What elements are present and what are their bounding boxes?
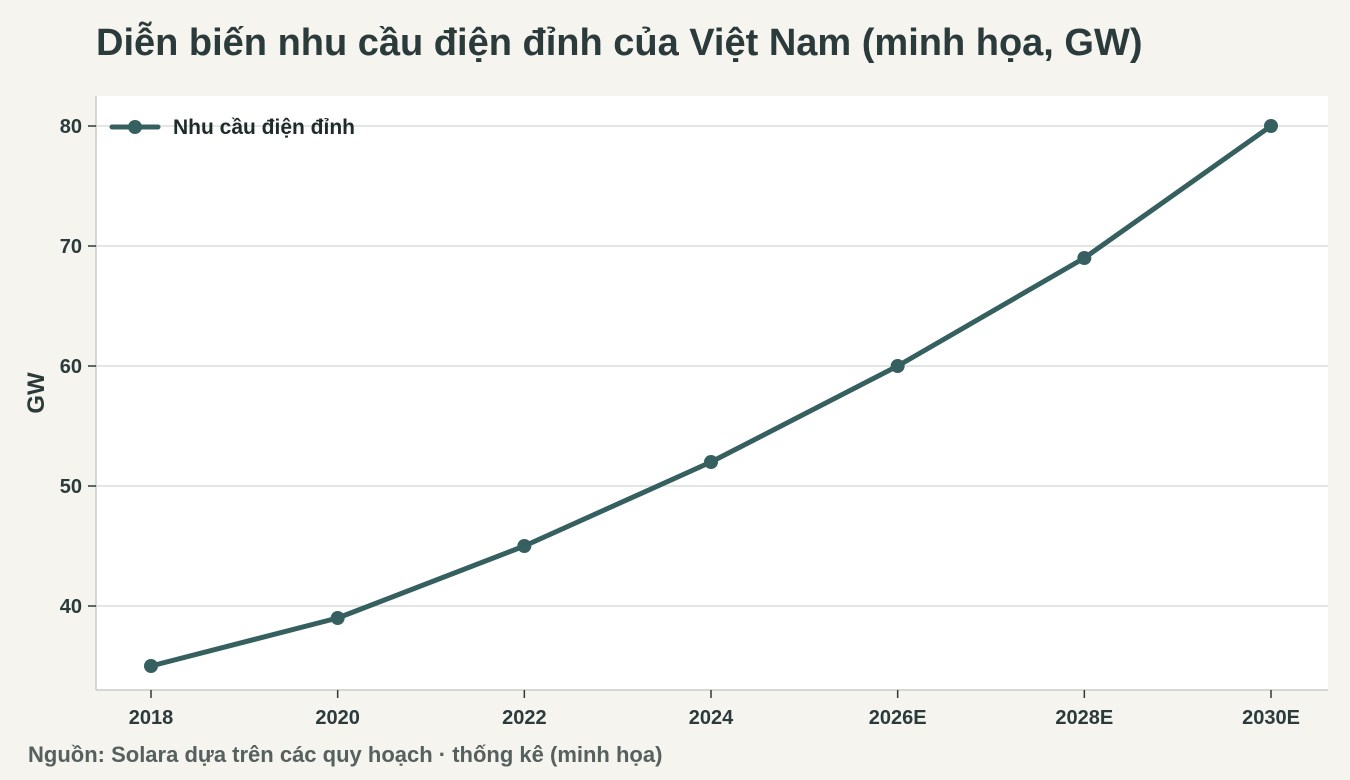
y-tick-label-70: 70 [60, 236, 82, 258]
x-ticks: 2018 2020 2022 2024 2026E 2028E 2030E [129, 690, 1300, 729]
series-group [144, 119, 1278, 673]
chart-title: Diễn biến nhu cầu điện đỉnh của Việt Nam… [96, 22, 1143, 64]
x-tick-label-2028E: 2028E [1055, 707, 1113, 729]
data-point-2018 [144, 659, 158, 673]
legend: Nhu cầu điện đỉnh [109, 116, 355, 139]
y-tick-label-40: 40 [60, 596, 82, 618]
x-tick-label-2030E: 2030E [1242, 707, 1300, 729]
x-tick-label-2024: 2024 [689, 707, 734, 729]
x-tick-label-2018: 2018 [129, 707, 174, 729]
y-ticks: 40 50 60 70 80 [60, 116, 96, 618]
plot-area [96, 96, 1328, 690]
x-tick-label-2026E: 2026E [869, 707, 927, 729]
x-tick-label-2022: 2022 [502, 707, 547, 729]
data-point-2028E [1077, 251, 1092, 265]
legend-marker [128, 120, 142, 134]
x-tick-label-2020: 2020 [315, 707, 360, 729]
y-tick-label-50: 50 [60, 476, 82, 498]
source-note: Nguồn: Solara dựa trên các quy hoạch · t… [28, 742, 663, 767]
y-tick-label-60: 60 [60, 356, 82, 378]
data-point-2020 [330, 611, 345, 625]
y-tick-label-80: 80 [60, 116, 82, 138]
data-point-2024 [704, 455, 718, 469]
data-point-2030E [1264, 119, 1278, 133]
grid-lines [96, 125, 1328, 607]
data-point-2026E [890, 359, 905, 373]
data-point-2022 [517, 539, 532, 553]
legend-label: Nhu cầu điện đỉnh [173, 116, 355, 139]
y-axis-title: GW [23, 372, 50, 414]
